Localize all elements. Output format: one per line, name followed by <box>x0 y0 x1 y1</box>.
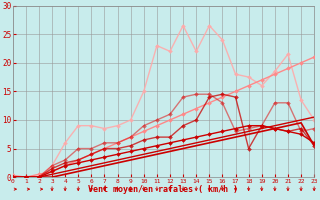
X-axis label: Vent moyen/en rafales ( km/h ): Vent moyen/en rafales ( km/h ) <box>88 185 238 194</box>
